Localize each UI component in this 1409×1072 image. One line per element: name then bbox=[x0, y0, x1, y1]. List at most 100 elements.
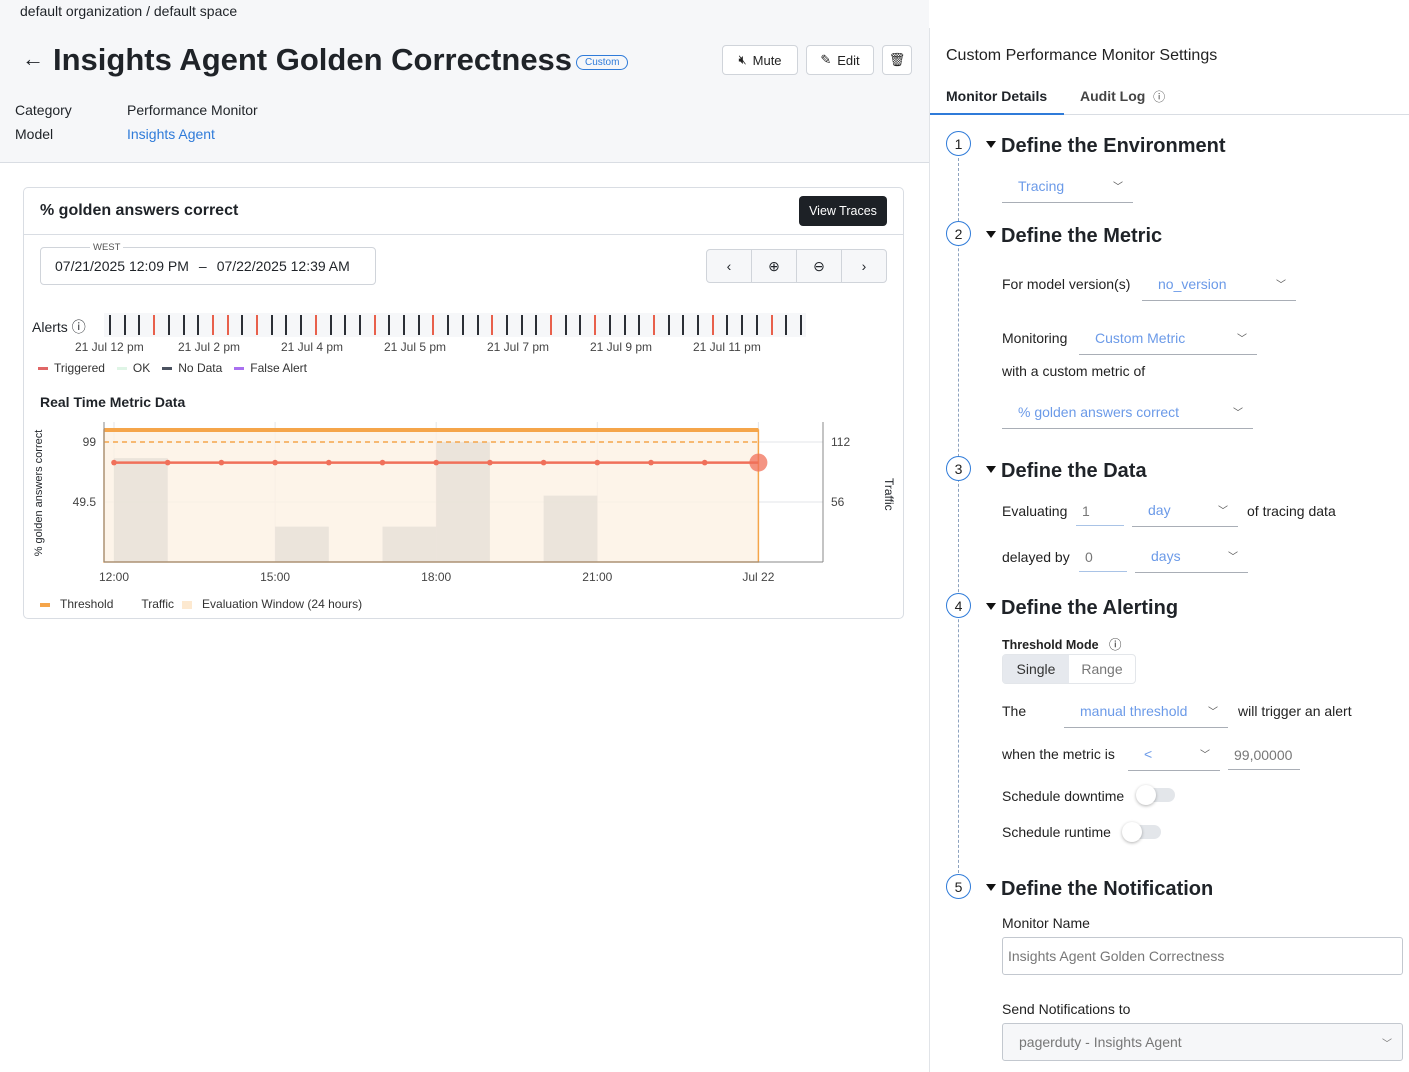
mute-button[interactable]: 🔇︎ Mute bbox=[722, 45, 798, 75]
alert-time-axis: 21 Jul 12 pm 21 Jul 2 pm 21 Jul 4 pm 21 Jul… bbox=[0, 340, 900, 356]
info-icon[interactable]: ⓘ bbox=[71, 319, 86, 335]
next-icon[interactable]: › bbox=[861, 258, 867, 274]
chart-legend-item[interactable]: Traffic bbox=[121, 597, 174, 611]
alert-tick-nodata[interactable] bbox=[564, 315, 567, 335]
end-date[interactable]: 07/22/2025 12:39 AM bbox=[216, 258, 350, 274]
steps-connector bbox=[958, 158, 959, 888]
alert-tick-nodata[interactable] bbox=[388, 315, 391, 335]
alert-tick-nodata[interactable] bbox=[241, 315, 244, 335]
mode-single[interactable]: Single bbox=[1003, 655, 1069, 683]
chart-legend-item[interactable]: Evaluation Window (24 hours) bbox=[182, 597, 362, 611]
step-heading[interactable]: Define the Environment bbox=[986, 135, 1225, 158]
alert-tick-nodata[interactable] bbox=[799, 315, 802, 335]
back-arrow-icon[interactable]: ← bbox=[22, 46, 44, 71]
zoom-in-icon[interactable]: ⊕ bbox=[752, 250, 797, 282]
alert-tick-triggered[interactable] bbox=[550, 315, 552, 335]
evaluating-unit-select[interactable]: day ﹀ bbox=[1132, 493, 1238, 527]
threshold-type-select[interactable]: manual threshold ﹀ bbox=[1064, 694, 1228, 728]
tab-audit-log[interactable]: Audit Log ⓘ bbox=[1080, 88, 1165, 105]
environment-select[interactable]: Tracing ﹀ bbox=[1002, 169, 1133, 203]
alert-tick-nodata[interactable] bbox=[682, 315, 685, 335]
step-heading[interactable]: Define the Notification bbox=[986, 878, 1213, 901]
step-heading[interactable]: Define the Data bbox=[986, 460, 1147, 483]
alert-time-label: 21 Jul 12 pm bbox=[75, 340, 144, 354]
alert-tick-nodata[interactable] bbox=[785, 315, 788, 335]
start-date[interactable]: 07/21/2025 12:09 PM bbox=[55, 258, 189, 274]
info-icon[interactable]: ⓘ bbox=[1153, 90, 1166, 104]
alert-tick-triggered[interactable] bbox=[211, 315, 214, 335]
alert-tick-nodata[interactable] bbox=[505, 315, 508, 335]
alert-tick-nodata[interactable] bbox=[608, 315, 611, 335]
downtime-toggle[interactable] bbox=[1136, 785, 1175, 805]
alert-tick-nodata[interactable] bbox=[726, 315, 729, 335]
legend-item[interactable]: OK bbox=[116, 361, 150, 375]
alert-tick-nodata[interactable] bbox=[520, 315, 523, 335]
alert-tick-triggered[interactable] bbox=[594, 315, 597, 335]
trigger-suffix: will trigger an alert bbox=[1238, 703, 1352, 719]
alert-tick-nodata[interactable] bbox=[638, 315, 641, 335]
alert-tick-triggered[interactable] bbox=[652, 315, 655, 335]
info-icon[interactable]: ⓘ bbox=[1108, 638, 1122, 652]
legend-item[interactable]: Triggered bbox=[38, 361, 105, 375]
alert-tick-nodata[interactable] bbox=[123, 315, 126, 335]
alert-tick-nodata[interactable] bbox=[447, 315, 450, 335]
model-version-select[interactable]: no_version ﹀ bbox=[1142, 267, 1296, 301]
monitoring-select[interactable]: Custom Metric ﹀ bbox=[1079, 321, 1257, 355]
alert-tick-nodata[interactable] bbox=[403, 315, 405, 335]
alert-tick-nodata[interactable] bbox=[344, 315, 347, 335]
chart-legend-item[interactable]: Threshold bbox=[40, 597, 113, 611]
alert-tick-triggered[interactable] bbox=[711, 315, 714, 335]
alert-tick-nodata[interactable] bbox=[300, 315, 303, 335]
alert-tick-nodata[interactable] bbox=[358, 315, 361, 335]
date-range-picker[interactable]: 07/21/2025 12:09 PM –07/22/2025 12:39 AM bbox=[40, 247, 376, 285]
alert-tick-triggered[interactable] bbox=[153, 315, 156, 335]
threshold-value-input[interactable]: 99,00000 bbox=[1228, 740, 1300, 770]
alert-tick-nodata[interactable] bbox=[167, 315, 170, 335]
alert-tick-nodata[interactable] bbox=[741, 315, 744, 335]
delayed-unit-select[interactable]: days ﹀ bbox=[1135, 539, 1248, 573]
alert-tick-nodata[interactable] bbox=[667, 315, 670, 335]
prev-icon[interactable]: ‹ bbox=[707, 250, 752, 282]
delete-button[interactable]: 🗑︎ bbox=[882, 45, 912, 75]
alert-tick-nodata[interactable] bbox=[623, 315, 626, 335]
step-heading[interactable]: Define the Alerting bbox=[986, 597, 1178, 620]
alert-tick-nodata[interactable] bbox=[535, 315, 538, 335]
alert-tick-triggered[interactable] bbox=[432, 315, 435, 335]
alert-tick-nodata[interactable] bbox=[417, 315, 420, 335]
operator-select[interactable]: < ﹀ bbox=[1128, 737, 1220, 771]
alert-tick-nodata[interactable] bbox=[109, 315, 111, 335]
model-link[interactable]: Insights Agent bbox=[127, 126, 215, 142]
edit-button[interactable]: ✎ Edit bbox=[806, 45, 874, 75]
step-heading[interactable]: Define the Metric bbox=[986, 225, 1162, 248]
alert-tick-nodata[interactable] bbox=[182, 315, 185, 335]
alert-tick-nodata[interactable] bbox=[197, 315, 200, 335]
alert-tick-nodata[interactable] bbox=[697, 315, 699, 335]
alert-tick-triggered[interactable] bbox=[256, 315, 258, 335]
alert-tick-nodata[interactable] bbox=[755, 315, 758, 335]
alert-tick-nodata[interactable] bbox=[329, 315, 332, 335]
tab-monitor-details[interactable]: Monitor Details bbox=[930, 88, 1064, 115]
legend-item[interactable]: False Alert bbox=[234, 361, 307, 375]
alert-tick-triggered[interactable] bbox=[314, 315, 317, 335]
notify-select[interactable]: pagerduty - Insights Agent ﹀ bbox=[1002, 1023, 1403, 1061]
alert-tick-nodata[interactable] bbox=[285, 315, 288, 335]
zoom-out-icon[interactable]: ⊖ bbox=[797, 250, 842, 282]
alert-tick-nodata[interactable] bbox=[270, 315, 273, 335]
alert-tick-triggered[interactable] bbox=[770, 315, 773, 335]
runtime-toggle[interactable] bbox=[1122, 822, 1161, 842]
alert-tick-triggered[interactable] bbox=[491, 315, 494, 335]
custom-metric-select[interactable]: % golden answers correct ﹀ bbox=[1002, 395, 1253, 429]
alert-tick-triggered[interactable] bbox=[373, 315, 376, 335]
monitor-name-input[interactable]: Insights Agent Golden Correctness bbox=[1002, 937, 1403, 975]
breadcrumb[interactable]: default organization / default space bbox=[20, 3, 238, 19]
evaluating-input[interactable]: 1 bbox=[1076, 496, 1124, 526]
alert-tick-nodata[interactable] bbox=[138, 315, 141, 335]
mode-range[interactable]: Range bbox=[1081, 661, 1123, 677]
view-traces-button[interactable]: View Traces bbox=[799, 196, 887, 226]
alert-tick-triggered[interactable] bbox=[226, 315, 229, 335]
alert-tick-nodata[interactable] bbox=[461, 315, 464, 335]
alert-tick-nodata[interactable] bbox=[579, 315, 582, 335]
alert-tick-nodata[interactable] bbox=[476, 315, 479, 335]
legend-item[interactable]: No Data bbox=[162, 361, 222, 375]
delayed-input[interactable]: 0 bbox=[1079, 542, 1127, 572]
